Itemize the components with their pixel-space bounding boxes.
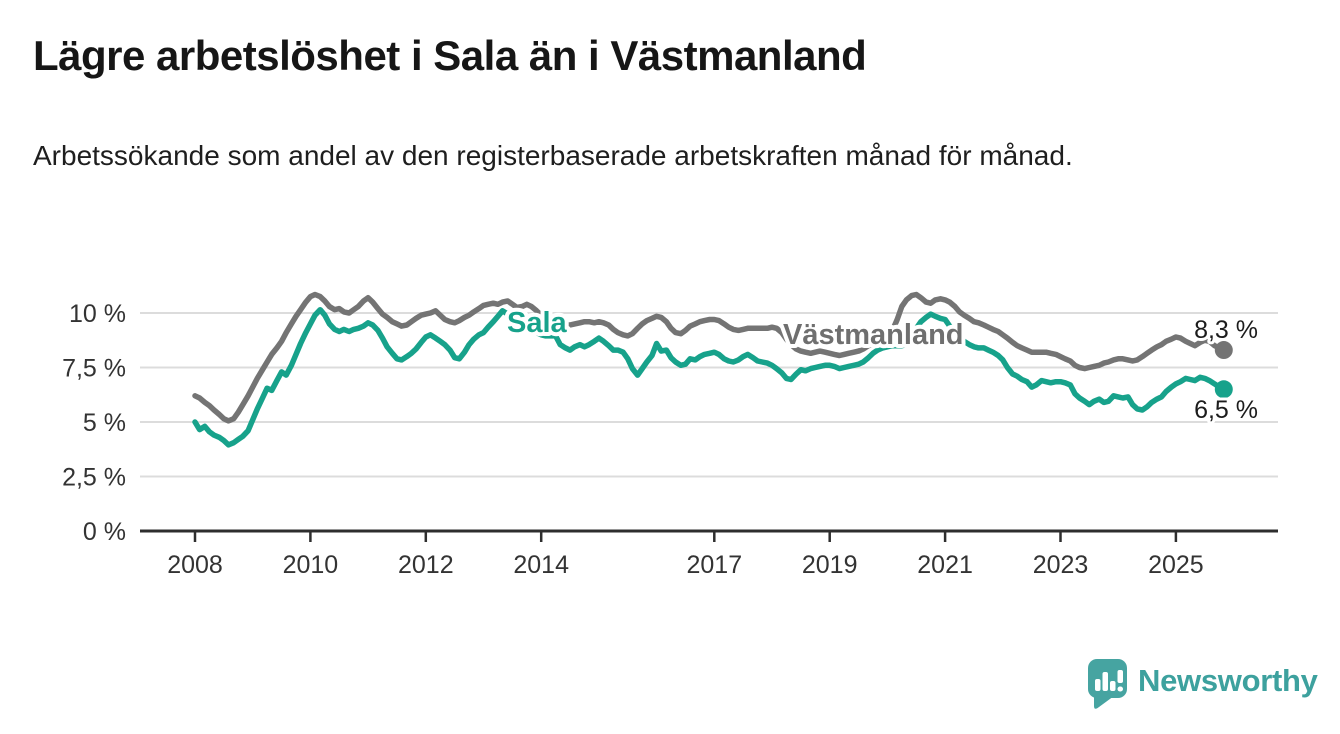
x-tick-label: 2023 [1033, 551, 1089, 579]
x-tick-label: 2019 [802, 551, 858, 579]
y-tick-label: 7,5 % [62, 355, 126, 383]
end-dot-sala [1214, 380, 1233, 399]
y-tick-label: 2,5 % [62, 464, 126, 492]
x-tick-label: 2008 [167, 551, 223, 579]
chart-title: Lägre arbetslöshet i Sala än i Västmanla… [33, 32, 867, 79]
x-tick-label: 2021 [917, 551, 973, 579]
chart-subtitle: Arbetssökande som andel av den registerb… [33, 140, 1073, 171]
y-tick-label: 5 % [83, 409, 126, 437]
x-tick-label: 2025 [1148, 551, 1204, 579]
end-value-label-vastmanland: 8,3 % [1194, 316, 1258, 344]
x-tick-label: 2012 [398, 551, 454, 579]
line-västmanland [192, 291, 1227, 424]
newsworthy-logo-text: Newsworthy [1138, 663, 1319, 698]
y-tick-label: 10 % [69, 300, 126, 328]
series-label-sala: Sala [507, 307, 568, 339]
series-label-vastmanland: Västmanland [783, 319, 964, 351]
x-tick-label: 2014 [513, 551, 569, 579]
newsworthy-logo-icon [1088, 659, 1127, 709]
end-value-label-sala: 6,5 % [1194, 396, 1258, 424]
y-tick-label: 0 % [83, 518, 126, 546]
x-tick-label: 2017 [686, 551, 742, 579]
x-tick-label: 2010 [283, 551, 339, 579]
end-dot-västmanland [1214, 341, 1233, 360]
series-lines [192, 291, 1227, 448]
x-axis: 2008 2010 2012 2014 2017 2019 2021 2023 2025 [140, 529, 1278, 579]
newsworthy-logo: Newsworthy [1088, 659, 1319, 709]
series-end-dots [1214, 341, 1233, 399]
gridlines: 10 % 7,5 % 5 % 2,5 % 0 % [62, 300, 1278, 546]
line-sala [192, 306, 1227, 448]
